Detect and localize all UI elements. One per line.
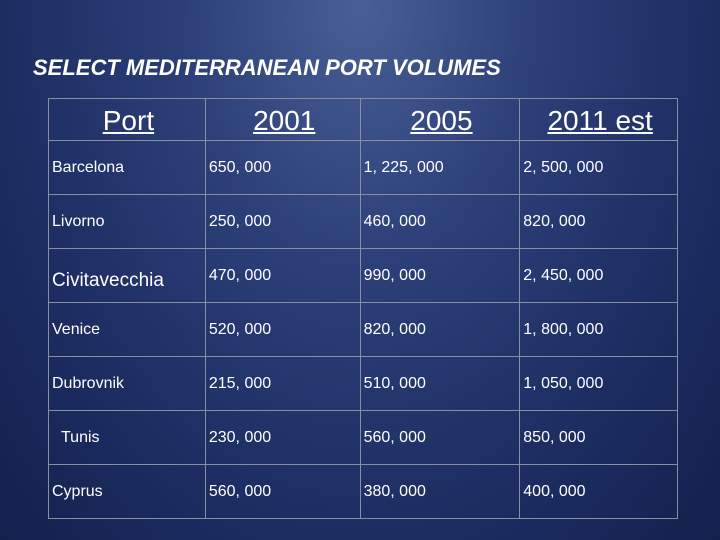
volume-cell: 230, 000: [204, 410, 361, 465]
volume-cell: 1, 050, 000: [519, 356, 678, 411]
port-name: Cyprus: [48, 464, 206, 519]
volume-cell: 2, 450, 000: [519, 248, 678, 303]
table-row: Venice 520, 000 820, 000 1, 800, 000: [48, 302, 678, 357]
volume-cell: 560, 000: [359, 410, 521, 465]
column-header: 2011 est: [519, 98, 678, 141]
port-name: Tunis: [48, 410, 206, 465]
volume-cell: 820, 000: [359, 302, 521, 357]
column-header: 2005: [359, 98, 521, 141]
volume-cell: 560, 000: [204, 464, 361, 519]
port-name: Barcelona: [48, 140, 206, 195]
volume-cell: 510, 000: [359, 356, 521, 411]
volume-cell: 250, 000: [204, 194, 361, 249]
port-name: Livorno: [48, 194, 206, 249]
table-row: Tunis 230, 000 560, 000 850, 000: [48, 410, 678, 465]
volume-cell: 1, 225, 000: [359, 140, 521, 195]
volume-cell: 2, 500, 000: [519, 140, 678, 195]
volume-cell: 215, 000: [204, 356, 361, 411]
port-name: Dubrovnik: [48, 356, 206, 411]
table-row: Barcelona 650, 000 1, 225, 000 2, 500, 000: [48, 140, 678, 195]
volume-cell: 460, 000: [359, 194, 521, 249]
volume-cell: 520, 000: [204, 302, 361, 357]
port-name: Civitavecchia: [48, 248, 206, 303]
volume-cell: 820, 000: [519, 194, 678, 249]
volume-cell: 400, 000: [519, 464, 678, 519]
volume-cell: 850, 000: [519, 410, 678, 465]
slide-title: SELECT MEDITERRANEAN PORT VOLUMES: [33, 55, 501, 80]
port-table: Port 2001 2005 2011 est Barcelona 650, 000 1,…: [48, 98, 678, 519]
column-header: 2001: [204, 98, 361, 141]
volume-cell: 380, 000: [359, 464, 521, 519]
volume-cell: 470, 000: [204, 248, 361, 303]
table-body: Barcelona 650, 000 1, 225, 000 2, 500, 000 L…: [48, 140, 678, 519]
volume-cell: 650, 000: [204, 140, 361, 195]
column-header: Port: [48, 98, 206, 141]
table-row: Dubrovnik 215, 000 510, 000 1, 050, 000: [48, 356, 678, 411]
table-row: Livorno 250, 000 460, 000 820, 000: [48, 194, 678, 249]
port-name: Venice: [48, 302, 206, 357]
table-row: Civitavecchia 470, 000 990, 000 2, 450, 000: [48, 248, 678, 303]
table-row: Cyprus 560, 000 380, 000 400, 000: [48, 464, 678, 519]
volume-cell: 990, 000: [359, 248, 521, 303]
header-row: Port 2001 2005 2011 est: [48, 98, 678, 141]
volume-cell: 1, 800, 000: [519, 302, 678, 357]
